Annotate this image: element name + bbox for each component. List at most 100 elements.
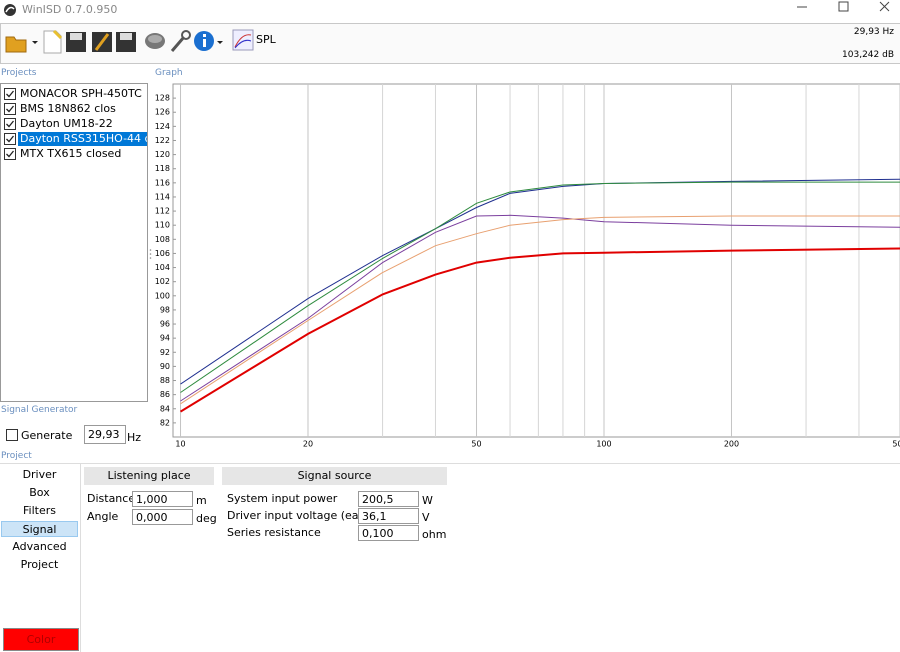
y-tick-label: 94: [160, 334, 170, 343]
spl-button[interactable]: SPL: [256, 33, 276, 46]
project-tab[interactable]: Advanced: [12, 540, 67, 553]
splitter[interactable]: [149, 248, 152, 262]
y-tick-label: 104: [155, 263, 170, 272]
window-controls[interactable]: [780, 0, 900, 16]
field-input[interactable]: 36,1: [358, 508, 419, 524]
y-tick-label: 110: [155, 221, 170, 230]
y-tick-label: 124: [155, 122, 170, 131]
checkbox-check: [6, 150, 15, 158]
project-checkbox[interactable]: [4, 88, 16, 100]
project-tab[interactable]: Box: [29, 486, 50, 499]
checkbox-box: [4, 133, 16, 145]
project-checkbox[interactable]: [4, 103, 16, 115]
field-unit: W: [422, 494, 433, 507]
projects-label: Projects: [1, 68, 37, 78]
checkbox-box: [4, 118, 16, 130]
field-label: Series resistance: [227, 526, 321, 539]
checkbox-box: [4, 103, 16, 115]
checkbox-box: [4, 88, 16, 100]
window-title: WinISD 0.7.0.950: [22, 3, 118, 16]
project-tab[interactable]: Project: [20, 558, 59, 571]
project-checkbox[interactable]: [4, 118, 16, 130]
field-label: Angle: [87, 510, 119, 523]
generator-unit: Hz: [127, 431, 142, 444]
response-curve: [180, 181, 900, 393]
field-label: System input power: [227, 492, 338, 505]
project-tab[interactable]: Filters: [23, 504, 56, 517]
field-unit: V: [422, 511, 430, 524]
toolbar-icons[interactable]: [4, 27, 234, 55]
response-curve: [180, 214, 900, 402]
field-label: Distance: [87, 492, 136, 505]
field-input[interactable]: 1,000: [132, 491, 193, 507]
spl-icon[interactable]: [232, 29, 254, 51]
y-tick-label: 84: [160, 404, 170, 413]
field-input[interactable]: 200,5: [358, 491, 419, 507]
y-tick-label: 108: [155, 235, 170, 244]
field-unit: deg: [196, 512, 217, 525]
listening-place-header: Listening place: [84, 467, 214, 485]
field-label: Driver input voltage (each): [227, 509, 376, 522]
x-tick-label: 50: [471, 440, 481, 449]
y-tick-label: 102: [155, 277, 170, 286]
field-input[interactable]: 0,100: [358, 525, 419, 541]
field-unit: ohm: [422, 528, 447, 541]
y-tick-label: 106: [155, 249, 170, 258]
project-item[interactable]: MONACOR SPH-450TC: [20, 87, 142, 100]
checkbox-check: [6, 90, 15, 98]
y-tick-label: 122: [155, 136, 170, 145]
signal-source-header: Signal source: [222, 467, 447, 485]
x-tick-label: 500: [892, 440, 900, 449]
y-tick-label: 118: [155, 164, 170, 173]
generate-checkbox[interactable]: [6, 429, 18, 441]
x-tick-label: 200: [724, 440, 739, 449]
y-tick-label: 126: [155, 108, 170, 117]
app-icon: [4, 4, 16, 16]
project-tab[interactable]: Signal: [1, 521, 78, 537]
y-tick-label: 86: [160, 390, 170, 399]
y-tick-label: 120: [155, 150, 170, 159]
y-tick-label: 90: [160, 362, 170, 371]
generator-frequency-input[interactable]: 29,93: [84, 425, 126, 444]
project-item[interactable]: Dayton UM18-22: [20, 117, 113, 130]
x-tick-label: 100: [596, 440, 611, 449]
separator: [0, 463, 900, 464]
y-tick-label: 88: [160, 376, 170, 385]
projects-list: MONACOR SPH-450TC BMS 18N862 clos Dayton U…: [0, 83, 148, 402]
y-tick-label: 98: [160, 305, 170, 314]
nav-divider: [80, 464, 81, 652]
field-input[interactable]: 0,000: [132, 509, 193, 525]
checkbox-check: [6, 120, 15, 128]
x-tick-label: 20: [303, 440, 313, 449]
graph-label: Graph: [155, 68, 183, 78]
y-tick-label: 82: [160, 418, 170, 427]
y-tick-label: 92: [160, 348, 170, 357]
level-readout: 103,242 dB: [842, 50, 894, 60]
y-tick-label: 96: [160, 320, 170, 329]
project-label: Project: [1, 451, 32, 461]
color-button[interactable]: Color: [3, 628, 79, 651]
project-item[interactable]: Dayton RSS315HO-44 close: [18, 132, 147, 146]
y-tick-label: 128: [155, 94, 170, 103]
checkbox-check: [6, 105, 15, 113]
project-tab[interactable]: Driver: [22, 468, 57, 481]
y-tick-label: 100: [155, 291, 170, 300]
frequency-readout: 29,93 Hz: [853, 27, 894, 37]
field-unit: m: [196, 494, 207, 507]
signal-generator-label: Signal Generator: [1, 405, 78, 415]
checkbox-check: [6, 135, 15, 143]
project-item[interactable]: BMS 18N862 clos: [20, 102, 116, 115]
response-curve: [180, 215, 900, 405]
project-checkbox[interactable]: [4, 133, 16, 145]
graph: 10 20 50 100 200 500 82 84 86 88 90 92 94 96 98 100 102 1…: [155, 83, 900, 449]
project-item[interactable]: MTX TX615 closed: [20, 147, 122, 160]
generate-label[interactable]: Generate: [21, 429, 73, 442]
y-tick-label: 112: [155, 207, 170, 216]
response-curve: [179, 247, 900, 413]
plot-area: [172, 83, 900, 438]
y-tick-label: 114: [155, 192, 170, 201]
project-checkbox[interactable]: [4, 148, 16, 160]
checkbox-box: [4, 148, 16, 160]
x-tick-label: 10: [175, 440, 185, 449]
